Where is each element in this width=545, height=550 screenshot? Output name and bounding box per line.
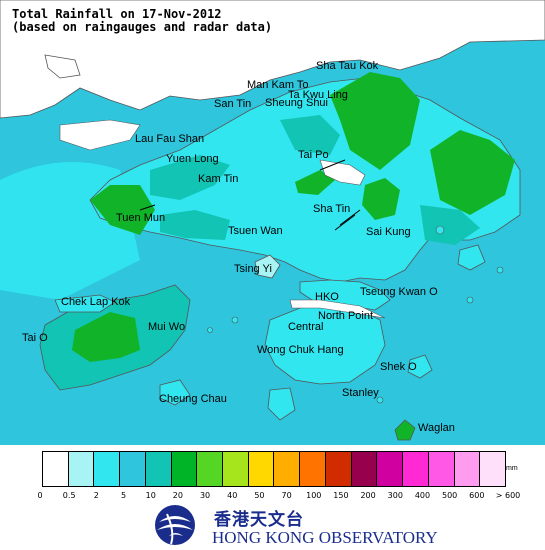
- map-title: Total Rainfall on 17-Nov-2012 (based on …: [12, 8, 272, 34]
- place-central: Central: [288, 321, 324, 333]
- rainfall-map: [0, 0, 545, 445]
- legend-swatch: [454, 452, 481, 486]
- place-tai-o: Tai O: [22, 332, 48, 344]
- org-name-cn: 香港天文台: [214, 510, 304, 530]
- legend-tick-label: 400: [414, 491, 431, 500]
- legend-swatch: [43, 452, 69, 486]
- legend-swatch: [223, 452, 249, 486]
- legend-unit: mm: [506, 465, 518, 472]
- title-line-2: (based on raingauges and radar data): [12, 20, 273, 34]
- place-shek-o: Shek O: [380, 361, 417, 373]
- legend-tick-label: 50: [254, 491, 265, 500]
- legend-tick-label: 0: [37, 491, 43, 500]
- place-sha-tau-kok: Sha Tau Kok: [316, 60, 379, 72]
- legend-swatch: [274, 452, 301, 486]
- map-graphic: [0, 0, 545, 441]
- place-north-point: North Point: [318, 310, 374, 322]
- place-tuen-mun: Tuen Mun: [116, 212, 166, 224]
- legend-tick-label: 70: [281, 491, 292, 500]
- place-tai-po: Tai Po: [298, 149, 329, 161]
- legend-tick-label: 600: [469, 491, 485, 500]
- legend-swatch: [351, 452, 378, 486]
- place-man-kam-to: Man Kam To: [247, 79, 309, 91]
- hko-logo-icon: [155, 505, 195, 545]
- place-hko: HKO: [315, 291, 339, 303]
- place-stanley: Stanley: [342, 387, 379, 399]
- legend-tick-label: 300: [387, 491, 403, 500]
- legend-tick-label: > 600: [495, 491, 521, 500]
- legend-tick-label: 150: [333, 491, 349, 500]
- place-kam-tin: Kam Tin: [198, 173, 239, 185]
- legend-tick-label: 200: [360, 491, 376, 500]
- legend-tick-label: 0.5: [62, 491, 76, 500]
- legend-swatch: [300, 452, 326, 486]
- legend-tick-label: 5: [120, 491, 127, 500]
- place-tsuen-wan: Tsuen Wan: [228, 225, 283, 237]
- legend-swatch: [248, 452, 275, 486]
- place-chek-lap-kok: Chek Lap Kok: [61, 296, 131, 308]
- legend-tick-label: 40: [227, 491, 238, 500]
- legend-tick-label: 500: [442, 491, 458, 500]
- legend-swatch: [68, 452, 95, 486]
- place-yuen-long: Yuen Long: [166, 153, 219, 165]
- legend-tick-label: 20: [172, 491, 183, 500]
- legend-tick-label: 30: [199, 491, 211, 500]
- place-san-tin: San Tin: [214, 98, 252, 110]
- title-line-1: Total Rainfall on 17-Nov-2012: [12, 7, 222, 21]
- legend-swatch: [171, 452, 198, 486]
- rainfall-legend: [42, 451, 506, 487]
- legend-tick-label: 2: [93, 491, 99, 500]
- legend-swatch: [428, 452, 455, 486]
- place-wong-chuk-hang: Wong Chuk Hang: [257, 344, 344, 356]
- org-name-en: HONG KONG OBSERVATORY: [212, 528, 438, 547]
- place-tsing-yi: Tsing Yi: [234, 263, 272, 275]
- place-ta-kwu-ling: Ta Kwu Ling: [288, 89, 348, 101]
- place-lau-fau-shan: Lau Fau Shan: [135, 133, 205, 145]
- legend-tick-label: 10: [145, 491, 156, 500]
- place-waglan: Waglan: [418, 422, 455, 434]
- place-sha-tin: Sha Tin: [313, 203, 351, 215]
- place-sai-kung: Sai Kung: [366, 226, 411, 238]
- legend-swatch: [145, 452, 172, 486]
- legend-swatch: [94, 452, 121, 486]
- place-mui-wo: Mui Wo: [148, 321, 186, 333]
- legend-swatch: [403, 452, 429, 486]
- legend-swatch: [480, 452, 505, 486]
- legend-tick-label: 100: [306, 491, 322, 500]
- place-sheung-shui: Sheung Shui: [265, 97, 328, 109]
- legend-swatch: [377, 452, 404, 486]
- legend-swatch: [325, 452, 352, 486]
- mainland-area: [0, 0, 545, 119]
- place-tseung-kwan-o: Tseung Kwan O: [360, 286, 438, 298]
- legend-swatch: [120, 452, 146, 486]
- place-cheung-chau: Cheung Chau: [159, 393, 227, 405]
- legend-swatch: [197, 452, 224, 486]
